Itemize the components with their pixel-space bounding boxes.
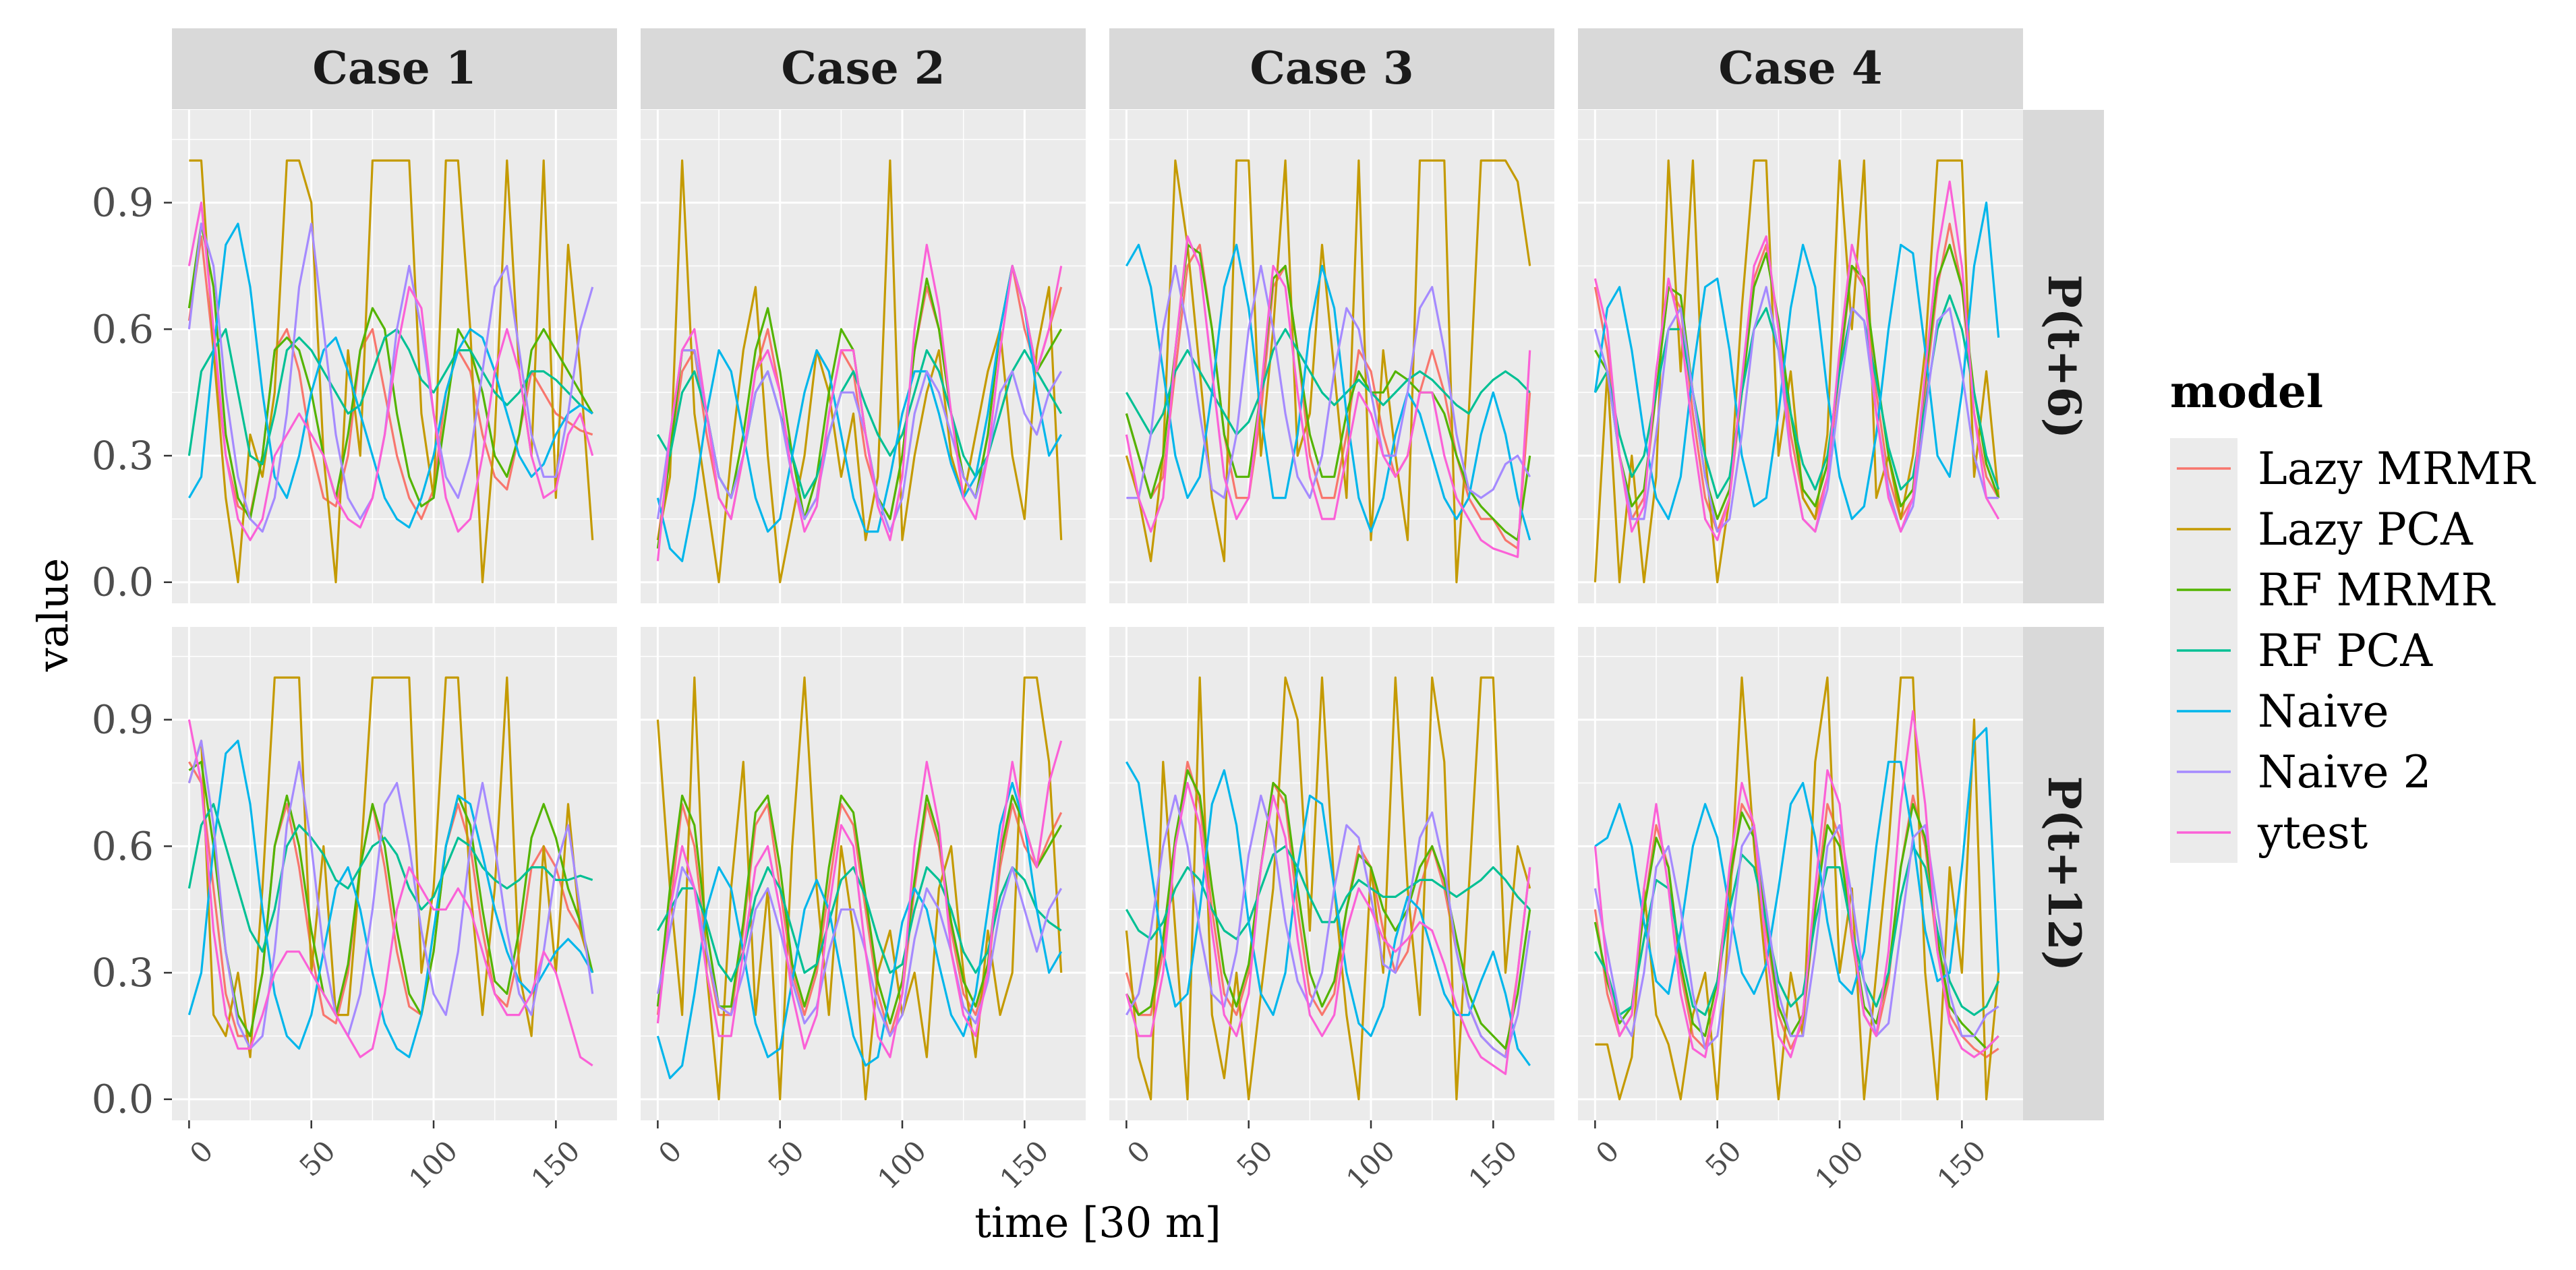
series-line-naive-2 (1125, 794, 1531, 1058)
x-tick-label: 50 (293, 1134, 341, 1182)
col-strip-label: Case 2 (781, 42, 945, 94)
x-tick-label: 0 (652, 1134, 689, 1170)
x-tick-label: 0 (1589, 1134, 1626, 1170)
series-line-rf-pca (187, 803, 593, 953)
series-line-rf-mrmr (1125, 769, 1531, 1050)
y-tick-label: 0.0 (92, 560, 154, 605)
x-tick-label: 100 (871, 1134, 933, 1195)
legend-label-lazy-mrmr: Lazy MRMR (2258, 443, 2536, 495)
y-tick-label: 0.9 (92, 180, 154, 226)
series-line-rf-mrmr (188, 760, 594, 1037)
series-line-lazy-pca (656, 676, 1063, 1101)
row-strip-label: P(t+12) (2038, 776, 2090, 971)
y-tick-label: 0.3 (92, 433, 154, 479)
series-line-rf-pca (187, 328, 593, 466)
y-axis-title: value (28, 558, 78, 672)
x-tick-label: 0 (183, 1134, 220, 1170)
series-line-lazy-pca (656, 159, 1063, 584)
series-line-ytest (1125, 235, 1531, 558)
x-tick-label: 50 (1699, 1134, 1747, 1182)
x-tick-label: 0 (1121, 1134, 1157, 1170)
panel-1-3 (1578, 627, 2023, 1128)
x-tick-label: 50 (761, 1134, 810, 1182)
legend-title: model (2170, 365, 2323, 418)
x-tick-label: 150 (1462, 1134, 1523, 1195)
y-tick-label: 0.9 (92, 697, 154, 743)
y-tick-label: 0.0 (92, 1077, 154, 1122)
legend-keys (2170, 438, 2237, 863)
series-line-lazy-mrmr (1125, 243, 1531, 550)
series-line-naive-2 (656, 866, 1063, 1037)
legend: model Lazy MRMR Lazy PCA RF MRMR RF PCA … (2170, 365, 2536, 863)
legend-label-naive: Naive (2258, 686, 2389, 737)
x-tick-label: 150 (525, 1134, 586, 1195)
panel-1-0 (164, 627, 617, 1128)
series-line-naive-2 (1126, 264, 1531, 500)
panel-background (641, 110, 1086, 603)
series-line-ytest (1125, 781, 1531, 1075)
panel-0-2 (1109, 110, 1554, 603)
x-tick-label: 50 (1230, 1134, 1279, 1182)
series-line-ytest (656, 243, 1063, 562)
series-line-naive (187, 739, 594, 1058)
series-line-naive (1594, 727, 2000, 995)
row-strips: P(t+6) P(t+12) (2023, 110, 2104, 1120)
series-line-naive (656, 264, 1063, 563)
x-tick-label: 100 (1340, 1134, 1401, 1195)
row-strip-label: P(t+6) (2038, 274, 2090, 439)
x-tick-label: 100 (1809, 1134, 1870, 1195)
series-line-naive (1125, 761, 1531, 1066)
legend-label-lazy-pca: Lazy PCA (2258, 504, 2473, 555)
x-tick-label: 150 (993, 1134, 1055, 1195)
series-line-naive (188, 222, 593, 529)
column-strips: Case 1 Case 2 Case 3 Case 4 (172, 28, 2023, 109)
x-tick-label: 150 (1931, 1134, 1992, 1195)
y-tick-label: 0.6 (92, 306, 154, 352)
col-strip-label: Case 4 (1718, 42, 1882, 94)
series-line-ytest (187, 719, 593, 1067)
series-line-rf-pca (1125, 328, 1531, 436)
col-strip-label: Case 3 (1250, 42, 1413, 94)
x-tick-label: 100 (403, 1134, 464, 1195)
series-line-rf-pca (657, 866, 1062, 983)
legend-label-rf-pca: RF PCA (2258, 625, 2433, 677)
panel-0-1 (641, 110, 1086, 603)
series-line-naive-2 (187, 222, 594, 533)
x-axis-title: time [30 m] (974, 1198, 1221, 1247)
panel-background (1578, 110, 2023, 603)
plot-panels (164, 110, 2023, 1128)
col-strip-label: Case 1 (312, 42, 476, 94)
series-line-rf-pca (1594, 845, 2000, 1017)
y-tick-label: 0.6 (92, 823, 154, 869)
legend-label-ytest: ytest (2257, 807, 2368, 859)
series-line-ytest (1593, 180, 2000, 541)
y-tick-label: 0.3 (92, 950, 154, 996)
series-line-ytest (187, 202, 594, 541)
series-line-rf-mrmr (1594, 243, 2000, 520)
panel-1-1 (641, 627, 1086, 1128)
panel-0-3 (1578, 110, 2023, 603)
series-line-ytest (656, 740, 1063, 1058)
series-line-rf-pca (1125, 845, 1531, 940)
series-line-naive (656, 781, 1063, 1080)
panel-0-0 (164, 110, 617, 603)
x-axis-ticks: 0 50 100 150 0 50 100 150 0 50 100 150 0… (183, 1134, 1993, 1195)
series-line-lazy-pca (1595, 676, 2000, 1101)
panel-background (1578, 627, 2023, 1120)
legend-label-rf-mrmr: RF MRMR (2258, 564, 2496, 616)
series-line-naive (1593, 202, 2000, 520)
y-axis-ticks: 0.0 0.3 0.6 0.9 0.0 0.3 0.6 0.9 (92, 180, 154, 1122)
series-line-lazy-pca (1125, 159, 1531, 584)
legend-label-naive-2: Naive 2 (2258, 746, 2432, 798)
series-line-naive-2 (656, 349, 1063, 533)
panel-1-2 (1109, 627, 1554, 1128)
series-line-ytest (1593, 710, 1999, 1058)
